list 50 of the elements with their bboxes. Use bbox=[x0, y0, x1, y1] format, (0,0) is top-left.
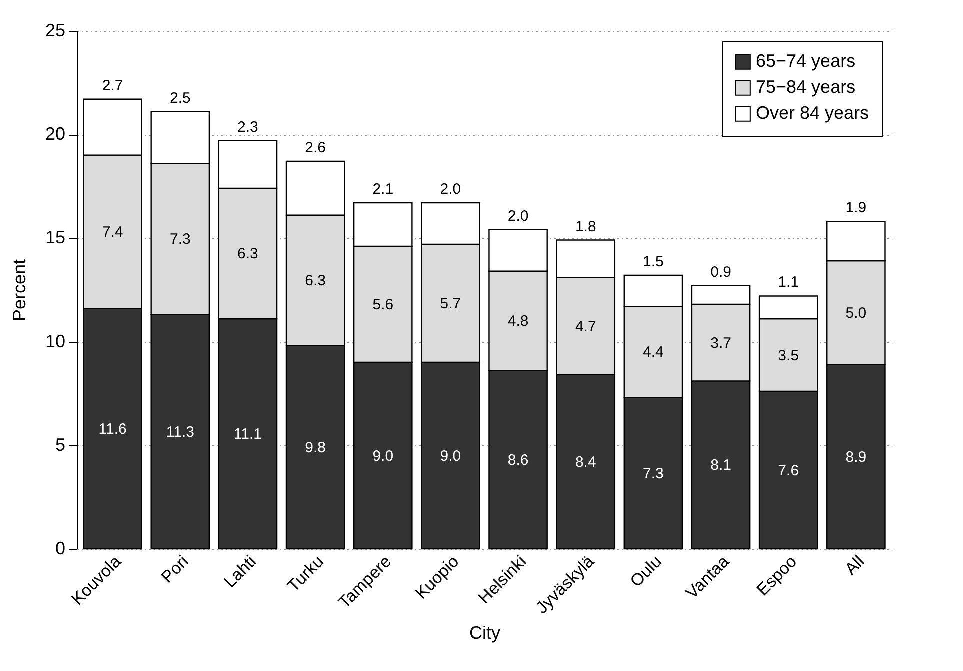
y-tick-label: 20 bbox=[45, 124, 66, 144]
data-label: 1.9 bbox=[846, 200, 867, 217]
data-label: 11.1 bbox=[234, 426, 262, 444]
data-label: 8.1 bbox=[710, 457, 732, 474]
data-label: 5.0 bbox=[846, 304, 867, 322]
data-label: 2.6 bbox=[305, 140, 326, 157]
data-label: 6.3 bbox=[305, 272, 326, 290]
data-label: 7.3 bbox=[170, 231, 191, 248]
legend-label: 65−74 years bbox=[756, 51, 856, 71]
data-label: 8.6 bbox=[508, 452, 529, 469]
data-label: 1.1 bbox=[778, 274, 800, 292]
y-axis-title: Percent bbox=[9, 259, 30, 322]
y-tick-label: 5 bbox=[55, 434, 66, 455]
data-label: 8.4 bbox=[575, 454, 596, 471]
data-label: 11.3 bbox=[166, 424, 194, 441]
x-tick-label: Oulu bbox=[626, 552, 666, 591]
data-label: 2.0 bbox=[508, 208, 529, 225]
data-label: 1.8 bbox=[575, 218, 596, 236]
data-label: 3.7 bbox=[710, 334, 732, 352]
data-label: 7.3 bbox=[643, 465, 664, 482]
data-label: 1.5 bbox=[643, 253, 664, 270]
data-label: 2.1 bbox=[372, 180, 394, 198]
data-label: 2.7 bbox=[102, 77, 124, 94]
data-label: 9.0 bbox=[372, 448, 394, 465]
data-label: 2.0 bbox=[440, 180, 462, 198]
y-tick-label: 0 bbox=[55, 538, 66, 558]
data-label: 5.6 bbox=[372, 296, 394, 314]
data-label: 3.5 bbox=[778, 347, 800, 364]
legend-label: 75−84 years bbox=[756, 77, 856, 97]
data-label: 2.3 bbox=[238, 118, 258, 136]
x-tick-label: Pori bbox=[158, 552, 192, 587]
legend-label: Over 84 years bbox=[756, 103, 870, 123]
data-label: 7.4 bbox=[102, 224, 124, 241]
y-tick-label: 15 bbox=[45, 228, 66, 248]
data-label: 11.6 bbox=[98, 420, 127, 438]
data-label: 5.7 bbox=[440, 295, 462, 312]
data-label: 9.0 bbox=[440, 448, 462, 465]
data-label: 0.9 bbox=[710, 264, 732, 281]
data-label: 2.5 bbox=[170, 90, 191, 107]
x-axis-title: City bbox=[470, 622, 500, 643]
y-tick-label: 10 bbox=[45, 331, 66, 352]
y-tick-label: 25 bbox=[45, 20, 66, 40]
data-label: 9.8 bbox=[305, 439, 326, 456]
data-label: 8.9 bbox=[846, 448, 867, 466]
data-label: 4.7 bbox=[575, 318, 596, 336]
data-label: 6.3 bbox=[238, 246, 258, 263]
data-label: 7.6 bbox=[778, 462, 800, 480]
x-tick-label: All bbox=[841, 552, 868, 579]
data-label: 4.4 bbox=[643, 344, 664, 362]
data-label: 4.8 bbox=[508, 313, 529, 330]
